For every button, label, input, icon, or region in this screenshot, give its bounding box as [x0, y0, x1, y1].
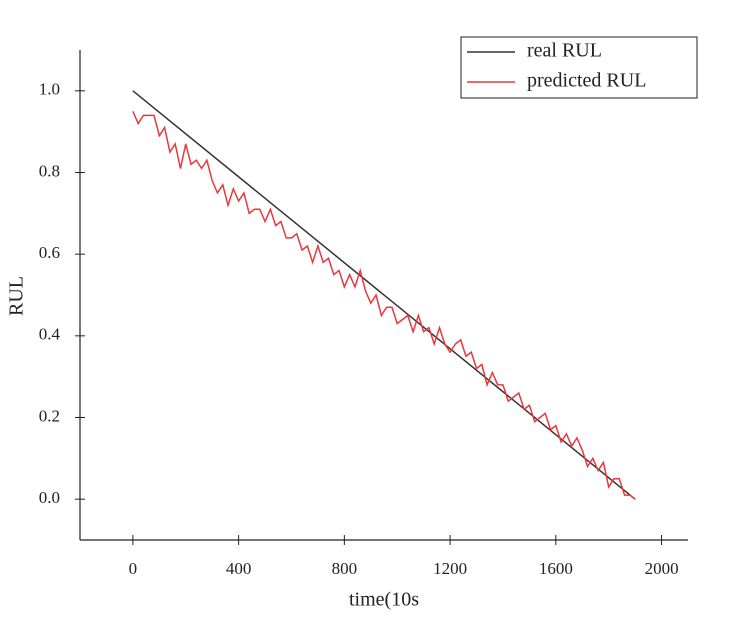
y-tick-label: 0.4 — [39, 325, 61, 344]
x-tick-label: 1600 — [539, 559, 573, 578]
legend-label: real RUL — [527, 40, 602, 62]
legend-box — [460, 36, 698, 99]
x-tick-label: 2000 — [645, 559, 679, 578]
y-tick-label: 0.0 — [39, 488, 60, 507]
y-tick-label: 0.2 — [39, 406, 60, 425]
data-line — [132, 110, 636, 500]
y-axis-label: RUL — [6, 276, 28, 316]
x-axis-label: time(10s — [349, 589, 419, 611]
legend-label: predicted RUL — [527, 70, 646, 92]
x-tick-label: 800 — [332, 559, 358, 578]
y-tick-label: 1.0 — [39, 80, 60, 99]
data-line — [132, 90, 636, 500]
y-tick-label: 0.6 — [39, 243, 60, 262]
x-tick-label: 0 — [129, 559, 138, 578]
x-tick-label: 1200 — [433, 559, 467, 578]
y-tick-label: 0.8 — [39, 161, 60, 180]
x-tick-label: 400 — [226, 559, 252, 578]
